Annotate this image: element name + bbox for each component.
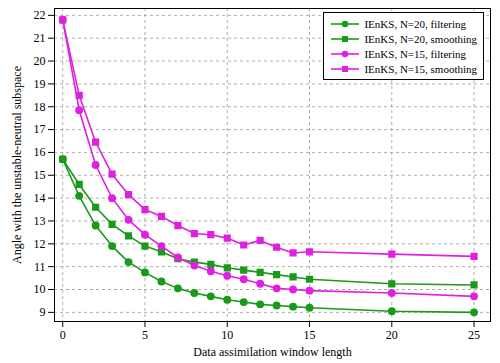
svg-text:0: 0 [60,328,66,342]
svg-text:9: 9 [40,305,46,319]
svg-text:19: 19 [34,77,46,91]
svg-text:20: 20 [386,328,398,342]
html-text:IEnKS, N=15, smoothing: IEnKS, N=15, smoothing [364,62,477,75]
svg-text:18: 18 [34,100,46,114]
svg-text:14: 14 [34,191,46,205]
svg-text:25: 25 [468,328,480,342]
svg-text:20: 20 [34,54,46,68]
svg-text:13: 13 [34,214,46,228]
svg-text:15: 15 [34,168,46,182]
svg-text:15: 15 [304,328,316,342]
svg-text:10: 10 [221,328,233,342]
svg-text:12: 12 [34,237,46,251]
svg-text:16: 16 [34,145,46,159]
html-text:IEnKS, N=15, filtering: IEnKS, N=15, filtering [364,47,466,60]
svg-text:21: 21 [34,31,46,45]
svg-text:Data assimilation window lengt: Data assimilation window length [193,345,351,359]
html-text:IEnKS, N=20, smoothing: IEnKS, N=20, smoothing [364,32,477,45]
svg-text:22: 22 [34,8,46,22]
svg-text:10: 10 [34,282,46,296]
html-text:IEnKS, N=20, filtering: IEnKS, N=20, filtering [364,17,466,30]
svg-text:Angle with the unstable-neutra: Angle with the unstable-neutral subspace [10,66,24,264]
svg-text:17: 17 [34,122,46,136]
svg-text:11: 11 [34,260,46,274]
svg-text:5: 5 [142,328,148,342]
